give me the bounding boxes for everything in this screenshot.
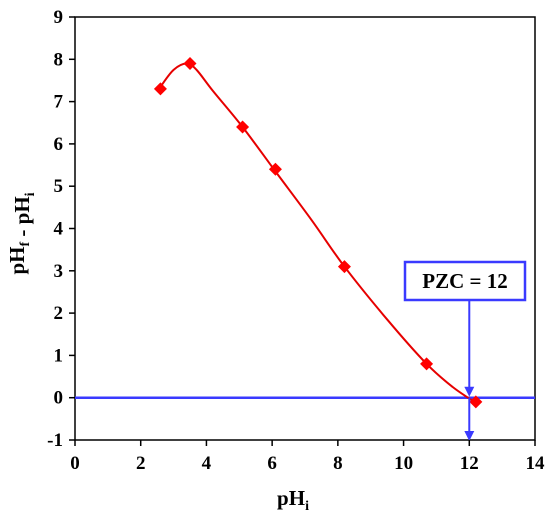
y-tick-label: 3 [54,261,64,282]
y-tick-label: 2 [54,303,64,324]
data-point [183,57,197,71]
data-point [236,120,250,134]
annotation-group: PZC = 12 [403,260,527,441]
x-tick-label: 4 [202,453,212,474]
pzc-annotation-box [403,260,527,302]
data-point [420,357,434,371]
y-tick-label: 1 [54,345,64,366]
y-tick-label: 8 [54,49,64,70]
x-tick-label: 8 [333,453,343,474]
y-tick-label: 6 [54,134,64,155]
data-points-group [153,57,483,409]
pzc-annotation-label: PZC = 12 [422,269,507,293]
plot-area [74,16,536,441]
x-tick-label: 0 [70,453,80,474]
data-point [469,395,483,409]
fit-curve [159,62,477,404]
y-axis-title: pHf - pHi [5,192,38,274]
y-tick-label: 7 [54,92,64,113]
fit-curve-group [159,62,477,404]
x-tick-label: 14 [526,453,546,474]
plot-border [74,16,536,441]
data-point [153,82,167,96]
x-tick-label: 2 [136,453,146,474]
y-tick-label: 5 [54,176,64,197]
y-tick-label: -1 [47,430,63,451]
data-point [337,260,351,274]
x-tick-label: 6 [267,453,277,474]
data-point [268,162,282,176]
x-tick-label: 12 [460,453,479,474]
y-tick-label: 4 [54,219,64,240]
x-axis-title: pHi [277,486,309,514]
y-tick-label: 0 [54,388,64,409]
x-tick-label: 10 [394,453,413,474]
y-tick-label: 9 [54,7,64,28]
